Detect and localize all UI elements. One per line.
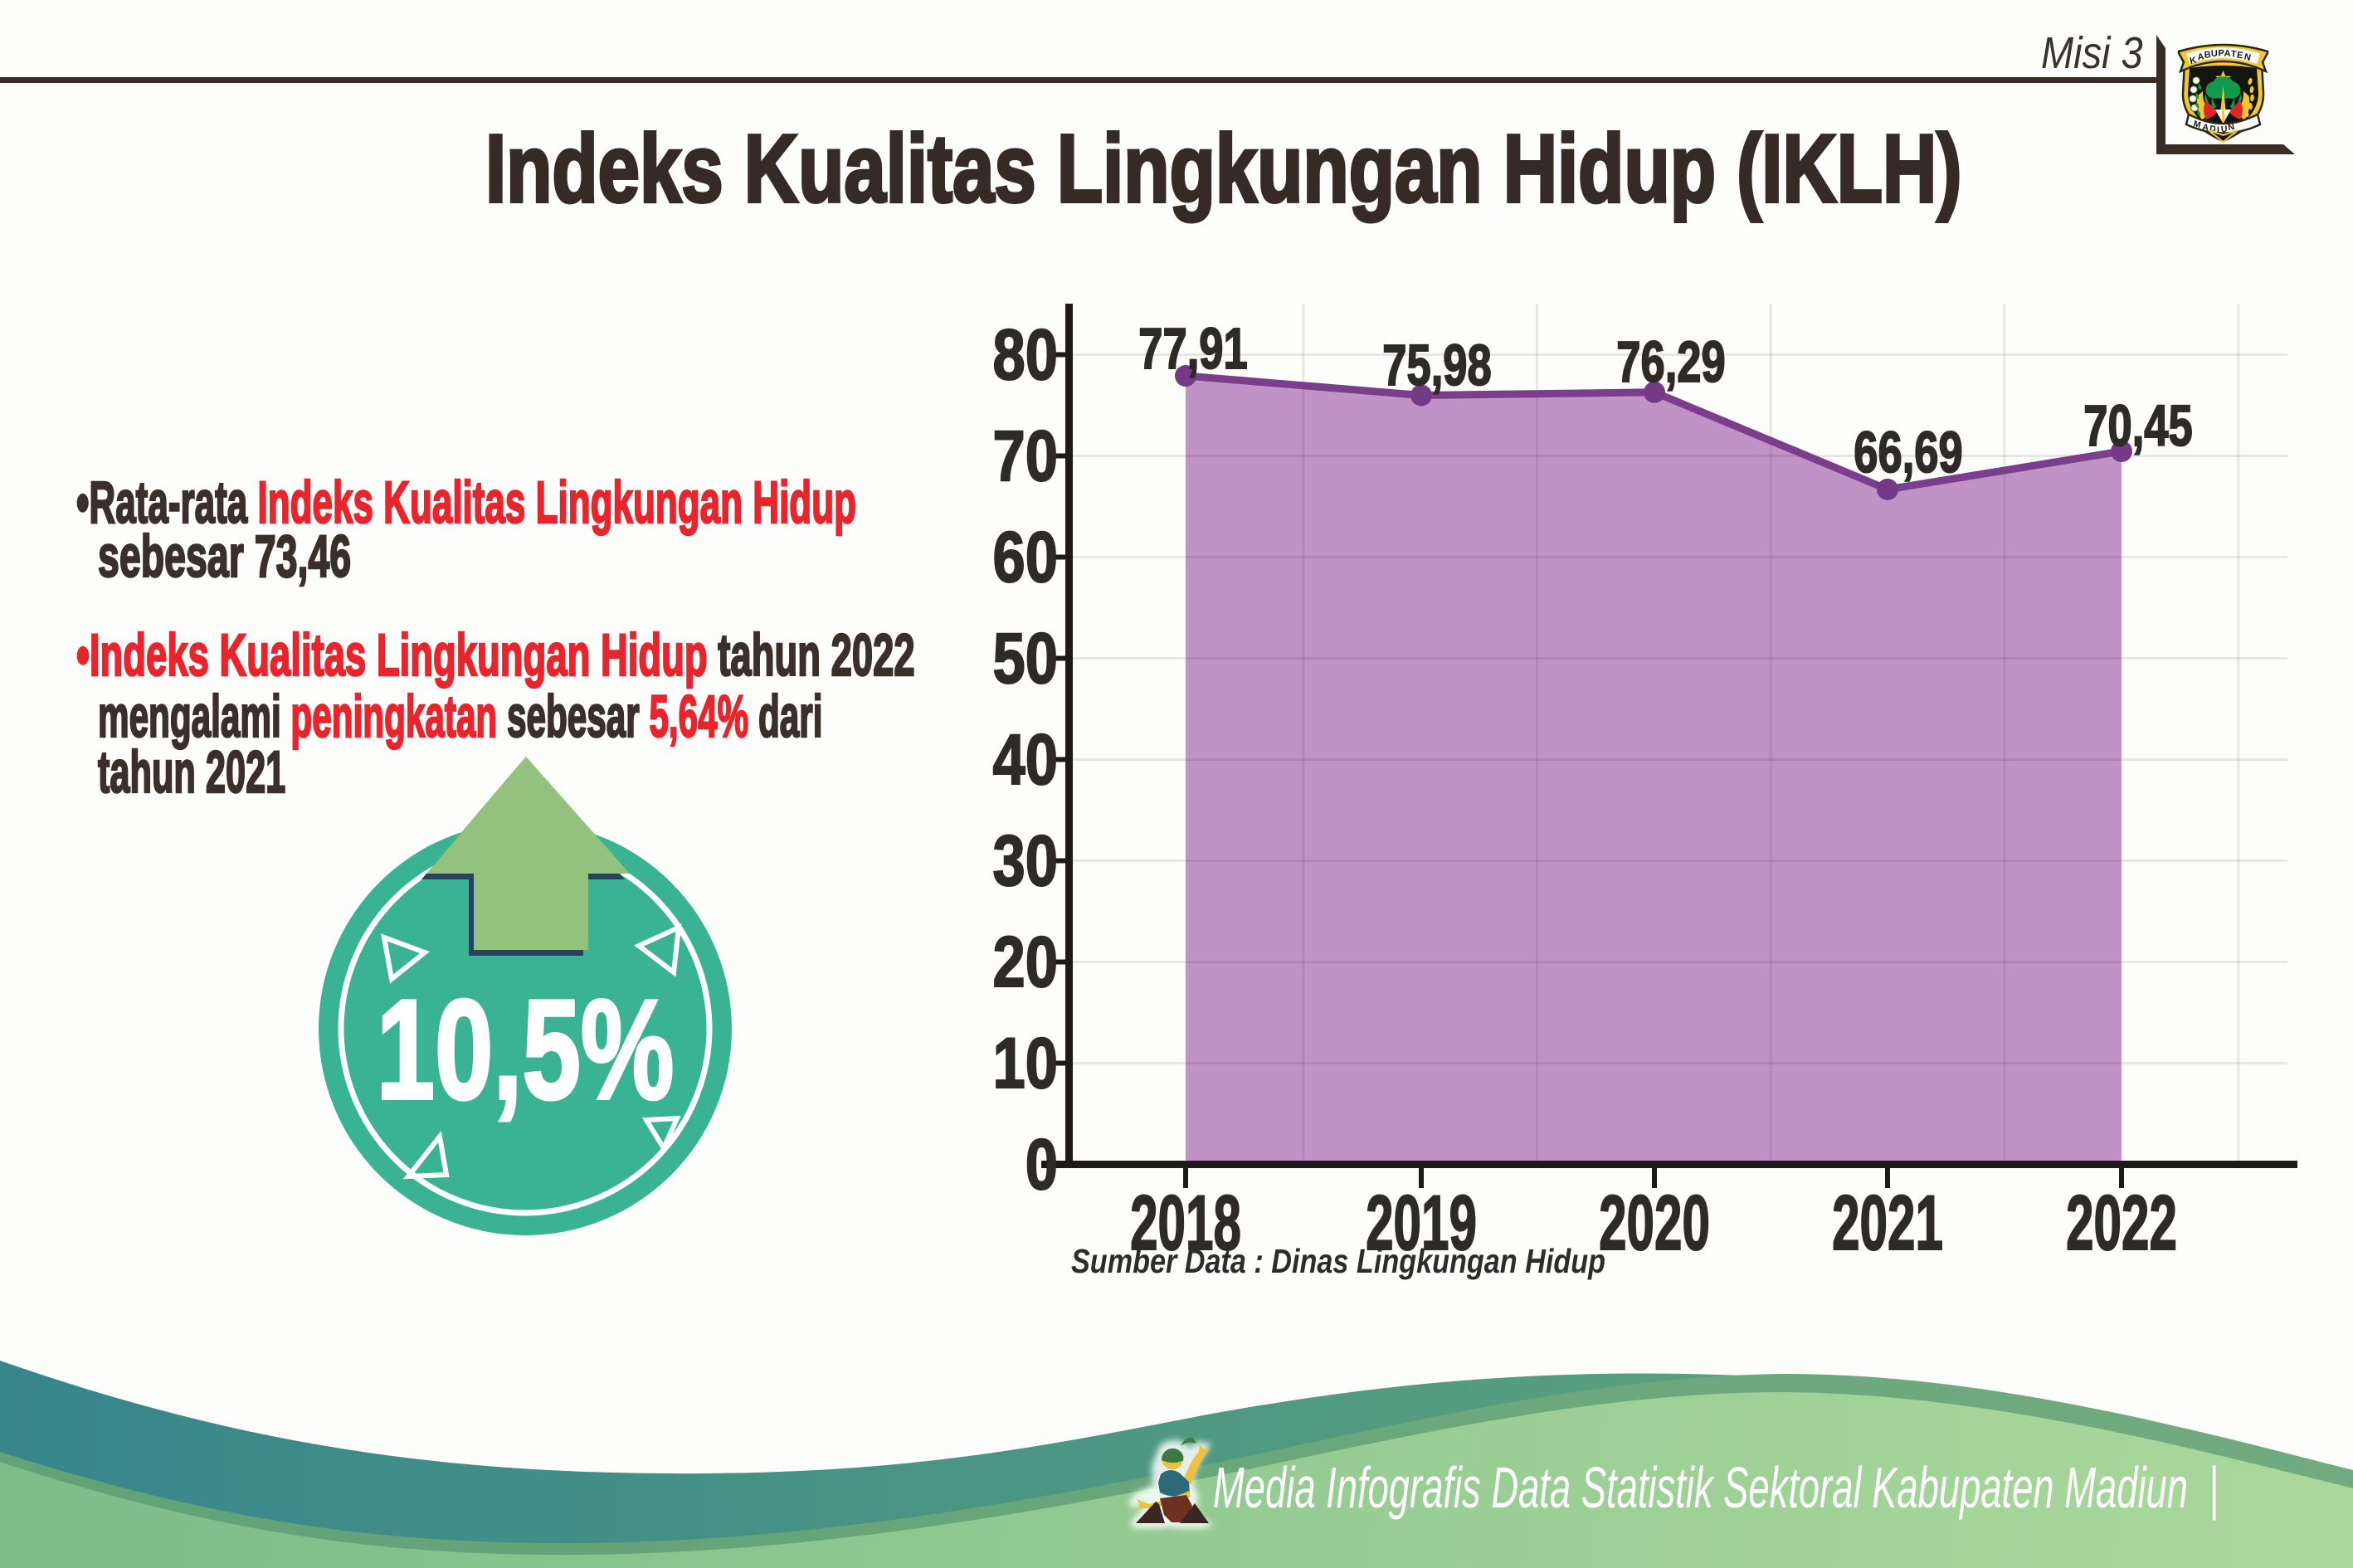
svg-text:I: I	[2217, 125, 2219, 135]
svg-text:E: E	[2236, 50, 2243, 61]
svg-text:T: T	[2230, 49, 2237, 60]
svg-text:K: K	[2189, 56, 2197, 66]
svg-text:A: A	[2197, 52, 2205, 63]
svg-text:U: U	[2211, 49, 2218, 59]
svg-text:N: N	[2243, 52, 2252, 63]
svg-text:A: A	[2224, 49, 2230, 59]
svg-text:N: N	[2227, 122, 2235, 133]
svg-text:A: A	[2201, 122, 2209, 133]
svg-text:U: U	[2220, 124, 2227, 135]
svg-text:P: P	[2219, 49, 2224, 59]
svg-text:D: D	[2209, 124, 2217, 134]
svg-text:M: M	[2192, 119, 2202, 130]
svg-text:B: B	[2204, 50, 2211, 61]
